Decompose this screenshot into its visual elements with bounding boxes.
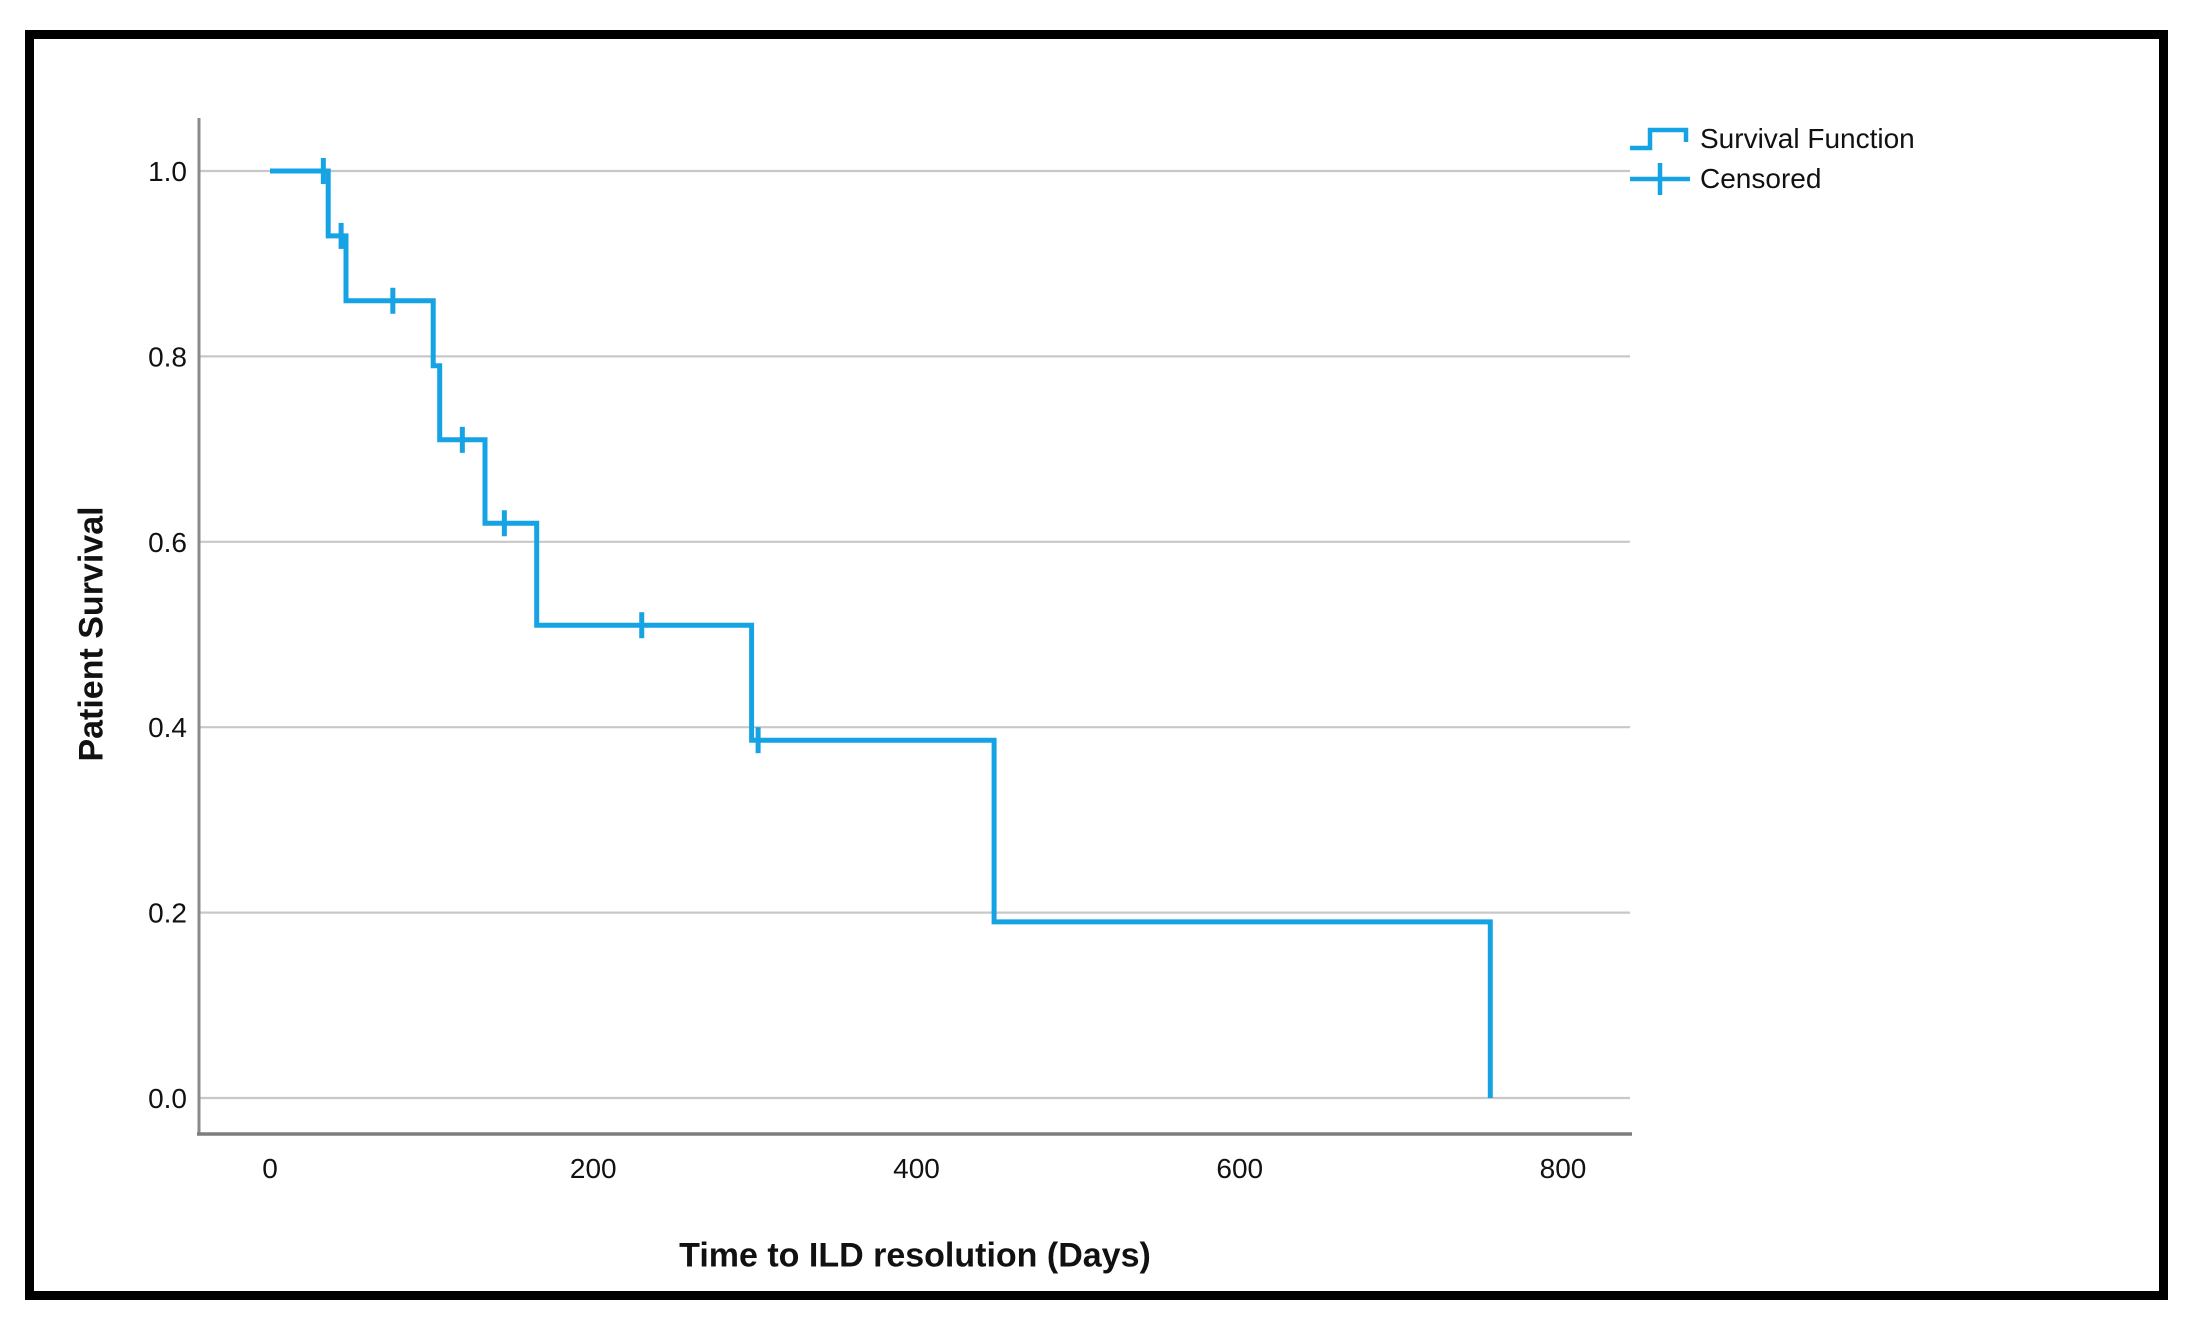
legend-row-censored: Censored xyxy=(1628,160,1915,198)
y-tick-label-0.4: 0.4 xyxy=(148,712,187,743)
y-tick-label-0.0: 0.0 xyxy=(148,1083,187,1114)
y-tick-label-0.6: 0.6 xyxy=(148,527,187,558)
y-tick-label-1.0: 1.0 xyxy=(148,156,187,187)
legend-row-survival: Survival Function xyxy=(1628,120,1915,158)
y-tick-label-0.2: 0.2 xyxy=(148,898,187,929)
survival-function-step-icon xyxy=(1630,127,1689,151)
y-axis-title: Patient Survival xyxy=(72,506,111,762)
y-tick-label-0.8: 0.8 xyxy=(148,341,187,372)
x-tick-label-800: 800 xyxy=(1540,1153,1587,1184)
x-tick-label-600: 600 xyxy=(1216,1153,1263,1184)
survival-function-curve xyxy=(270,168,1493,1098)
legend-label-censored: Censored xyxy=(1700,163,1822,194)
censored-plus-icon xyxy=(1630,163,1690,195)
x-tick-label-0: 0 xyxy=(262,1153,278,1184)
x-tick-label-400: 400 xyxy=(893,1153,940,1184)
figure-border xyxy=(25,30,2168,1300)
legend: Survival Function Censored xyxy=(1628,120,1915,198)
legend-label-survival-function: Survival Function xyxy=(1700,123,1915,154)
x-axis-title: Time to ILD resolution (Days) xyxy=(679,1236,1151,1275)
x-tick-label-200: 200 xyxy=(570,1153,617,1184)
